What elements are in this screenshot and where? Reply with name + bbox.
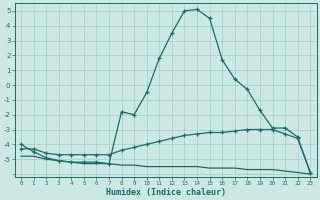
X-axis label: Humidex (Indice chaleur): Humidex (Indice chaleur) (106, 188, 226, 197)
